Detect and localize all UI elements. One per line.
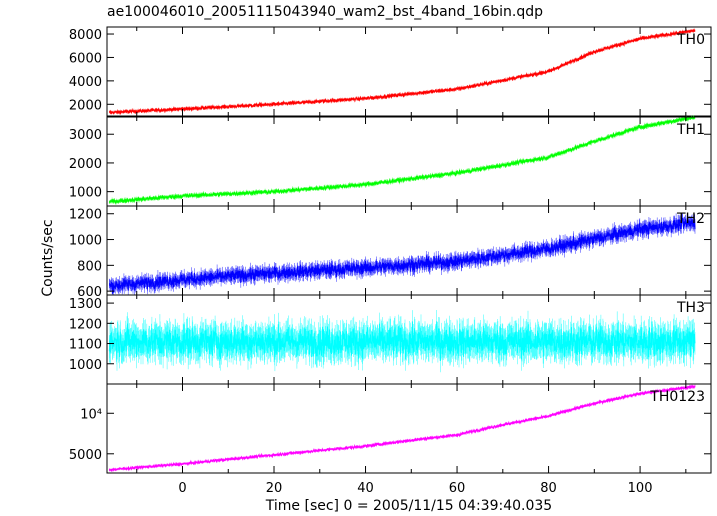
- panel-th2: 600 800 1000 1200 TH2: [69, 205, 712, 300]
- chart-title: ae100046010_20051115043940_wam2_bst_4ban…: [107, 4, 544, 20]
- panel-frame: [106, 383, 712, 474]
- y-tick-label: 5000: [69, 448, 102, 463]
- panel-th0123: 5000 10⁴ TH0123: [69, 383, 712, 474]
- th2-series-line: [109, 217, 696, 294]
- x-tick-label: 20: [266, 481, 283, 496]
- th0123-error-bars: [109, 384, 696, 472]
- th0123-series-line: [108, 384, 696, 473]
- th0-error-bars: [109, 28, 696, 115]
- x-tick-label: 80: [540, 481, 557, 496]
- y-tick-label: 1100: [69, 338, 102, 353]
- x-axis-label: Time [sec] 0 = 2005/11/15 04:39:40.035: [265, 498, 553, 514]
- y-tick-label: 1300: [69, 297, 102, 312]
- y-tick-label: 1200: [69, 208, 102, 223]
- y-tick-label: 1000: [69, 186, 102, 201]
- th1-error-bars: [109, 117, 696, 205]
- panel-frame: [106, 26, 712, 117]
- x-tick-label: 40: [357, 481, 374, 496]
- series-name-label: TH3: [676, 300, 705, 316]
- y-tick-label: 800: [77, 259, 102, 274]
- th0-series-line: [109, 29, 696, 115]
- x-tick-label: 60: [449, 481, 466, 496]
- series-name-label: TH1: [676, 122, 705, 138]
- panel-th3: 1000 1100 1200 1300 TH3: [69, 294, 712, 385]
- series-name-label: TH0123: [649, 389, 705, 405]
- y-tick-label: 4000: [69, 75, 102, 90]
- th3-series-line: [108, 321, 696, 361]
- y-tick-label: 2000: [69, 157, 102, 172]
- panel-th1: 1000 2000 3000 TH1: [69, 115, 712, 207]
- y-tick-label: 6000: [69, 51, 102, 66]
- x-tick-label: 100: [628, 481, 653, 496]
- y-tick-label: 10⁴: [80, 407, 102, 422]
- y-tick-label: 1000: [69, 234, 102, 249]
- y-tick-label: 1000: [69, 358, 102, 373]
- y-tick-label: 8000: [69, 28, 102, 43]
- series-name-label: TH0: [676, 32, 705, 48]
- panel-frame: [106, 116, 712, 207]
- y-tick-label: 3000: [69, 128, 102, 143]
- y-tick-label: 1200: [69, 317, 102, 332]
- th1-series-line: [108, 115, 696, 204]
- th2-error-bars: [109, 213, 696, 295]
- x-tick-label: 0: [178, 481, 186, 496]
- series-name-label: TH2: [676, 211, 705, 227]
- y-tick-label: 2000: [69, 98, 102, 113]
- y-tick-label: 600: [77, 285, 102, 300]
- panel-th0: 2000 4000 6000 8000 TH0: [69, 26, 712, 117]
